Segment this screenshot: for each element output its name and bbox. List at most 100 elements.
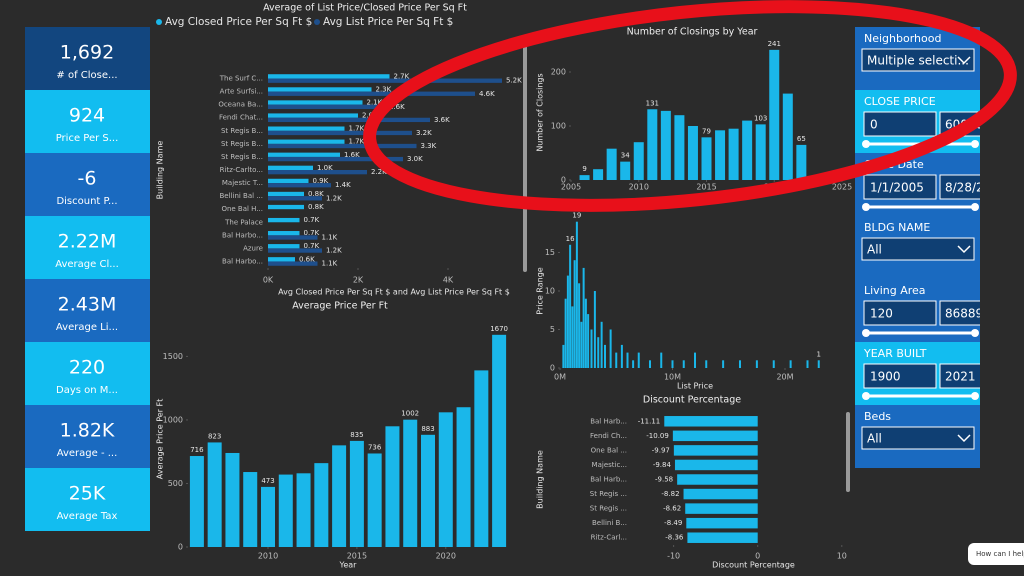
bar [332,445,347,547]
dropdown-value[interactable]: Multiple selecti... [867,54,969,68]
range-max[interactable]: 86889 [945,307,983,321]
filter-title: YEAR BUILT [863,347,927,360]
annotation-ellipse [363,0,1017,212]
bar [587,314,590,368]
kpi-value: 25K [69,483,106,505]
dropdown[interactable] [861,48,975,72]
range-min[interactable]: 0 [870,118,878,132]
bar [492,334,507,547]
kpi-value: 1.82K [60,420,115,442]
kpi-value: 924 [69,105,105,127]
filter-title: Beds [864,410,891,423]
bar [673,445,758,456]
slider-handle[interactable] [862,392,870,400]
category-label: Arte Surfsi... [220,88,263,96]
data-label: -8.82 [661,490,679,498]
y-tick-label: 15 [545,248,555,257]
x-axis-label: Year [339,561,358,570]
filter-title: Living Area [864,284,926,297]
data-label: -9.58 [655,476,673,484]
bar [268,126,345,131]
bar [268,170,367,175]
y-tick-label: 0 [561,176,566,185]
data-label: 3.0K [407,155,423,163]
bar [207,442,222,547]
x-tick-label: 2025 [832,183,852,192]
slider-handle[interactable] [862,140,870,148]
data-label: 1.0K [317,164,333,172]
range-max[interactable]: 2021 [945,370,976,384]
slider-handle[interactable] [971,392,979,400]
range-min[interactable]: 1/1/2005 [870,181,924,195]
category-label: Bal Harbo... [222,231,263,239]
data-label: -8.62 [663,505,681,513]
bar [575,221,578,368]
bar [609,329,612,368]
range-min-box[interactable] [863,363,937,389]
kpi-card [25,279,150,342]
bar [769,49,780,180]
chevron [957,434,971,443]
bar [268,257,295,262]
bar [268,113,358,118]
bar [268,165,313,170]
dropdown-value[interactable]: All [867,243,882,257]
dropdown[interactable] [861,237,975,261]
range-min-box[interactable] [863,111,937,137]
range-min[interactable]: 120 [870,307,893,321]
data-label: 1.2K [326,194,342,202]
data-label: 1.7K [349,125,365,133]
range-max-box[interactable] [939,174,1000,200]
data-label: 716 [190,446,204,454]
range-min-box[interactable] [863,300,937,326]
bar [296,473,311,547]
data-label: 9 [582,165,586,173]
data-label: 0.6K [299,255,315,263]
category-label: St Regis ... [590,490,627,498]
bar [268,248,322,253]
bar [268,235,318,240]
slider-handle[interactable] [862,203,870,211]
x-tick-label: 2010 [258,552,278,561]
category-label: One Bal H... [221,205,263,213]
bar [789,360,792,368]
data-label: 1002 [401,410,419,418]
range-max-box[interactable] [939,300,1000,326]
dropdown-value[interactable]: All [867,432,882,446]
kpi-label: # of Close... [56,70,117,81]
y-axis-label: Number of Closings [536,73,545,151]
slider-handle[interactable] [971,329,979,337]
bar [268,217,300,223]
slider-handle[interactable] [862,329,870,337]
dropdown[interactable] [861,426,975,450]
bar [593,169,604,180]
data-label: 103 [754,114,767,122]
range-min[interactable]: 1900 [870,370,901,384]
help-box[interactable] [968,543,1024,565]
bar [578,283,581,368]
range-max-box[interactable] [939,363,1000,389]
data-label: -8.49 [664,519,682,527]
category-label: St Regis B... [221,127,263,135]
data-label: 16 [566,235,575,243]
y-tick-label: 10 [545,287,555,296]
kpi-value: 2.22M [58,231,117,253]
range-max[interactable]: 8/28/2023 [945,181,1007,195]
bar [385,426,400,547]
y-tick-label: 500 [168,479,183,488]
data-label: 5.2K [506,77,522,85]
slider-handle[interactable] [971,203,979,211]
kpi-card [25,90,150,153]
x-tick-label: 0M [554,373,566,382]
bar [573,260,576,368]
category-label: Bal Harb... [590,476,627,484]
bar [268,100,363,105]
bar [685,503,758,514]
data-label: 3.3K [421,142,437,150]
bar [571,306,574,368]
slider-handle[interactable] [971,140,979,148]
x-tick-label: 2020 [436,552,456,561]
range-min-box[interactable] [863,174,937,200]
help-text[interactable]: How can I help [976,550,1024,558]
bar [438,412,453,547]
